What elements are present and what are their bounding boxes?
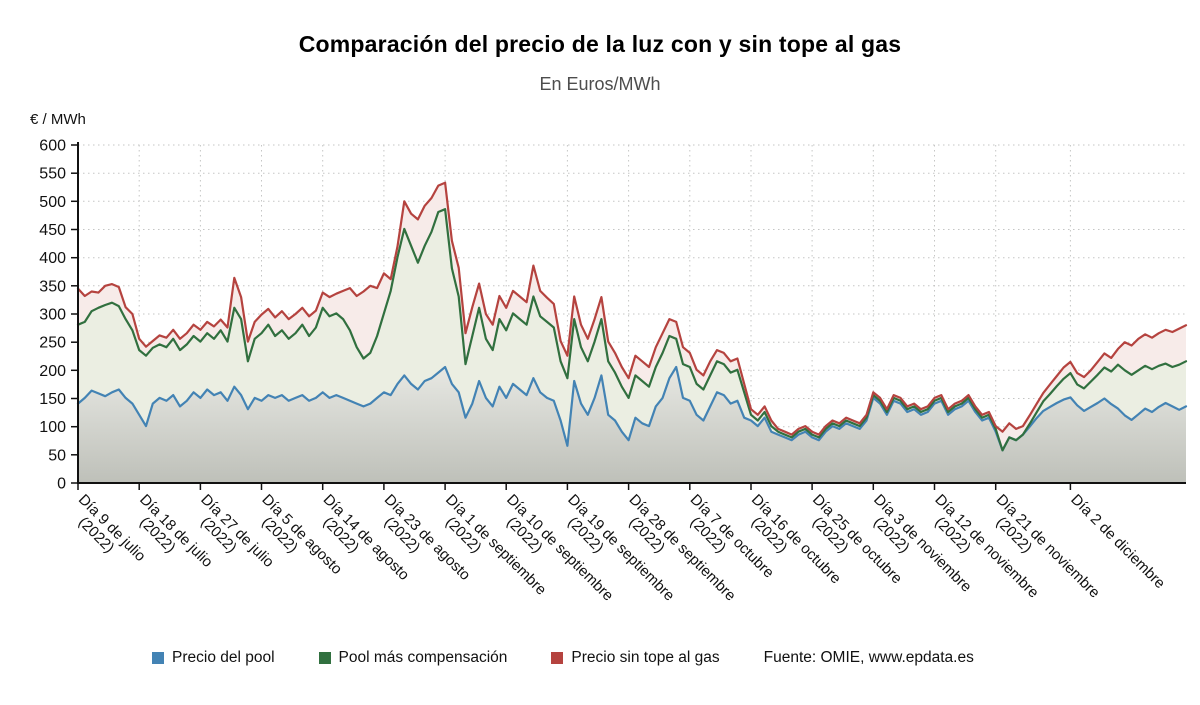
svg-text:50: 50	[48, 447, 66, 464]
svg-text:250: 250	[39, 335, 66, 352]
legend-item-pool-mas-compensacion[interactable]: Pool más compensación	[318, 649, 508, 667]
legend-label-pool-mas-compensacion: Pool más compensación	[338, 649, 508, 666]
svg-text:200: 200	[39, 363, 66, 380]
y-axis-title: € / MWh	[30, 111, 86, 128]
legend-swatch-red	[551, 652, 564, 664]
svg-text:300: 300	[39, 307, 66, 324]
legend-label-precio-del-pool: Precio del pool	[172, 649, 275, 666]
svg-text:600: 600	[39, 138, 66, 155]
source-text: Fuente: OMIE, www.epdata.es	[763, 649, 974, 666]
legend-swatch-green	[318, 652, 331, 664]
chart-subtitle: En Euros/MWh	[539, 74, 661, 94]
svg-text:Día 9 de julio(2022): Día 9 de julio(2022)	[64, 491, 149, 576]
svg-text:0: 0	[57, 476, 66, 493]
svg-text:350: 350	[39, 278, 66, 295]
legend-label-precio-sin-tope: Precio sin tope al gas	[571, 649, 720, 666]
legend: Precio del pool Pool más compensación Pr…	[152, 649, 974, 667]
legend-item-precio-del-pool[interactable]: Precio del pool	[152, 649, 275, 667]
svg-text:150: 150	[39, 391, 66, 408]
legend-item-precio-sin-tope[interactable]: Precio sin tope al gas	[551, 649, 720, 667]
svg-text:400: 400	[39, 250, 66, 267]
svg-text:450: 450	[39, 222, 66, 239]
svg-text:550: 550	[39, 166, 66, 183]
legend-swatch-blue	[152, 652, 164, 664]
chart-title: Comparación del precio de la luz con y s…	[298, 31, 902, 57]
svg-text:500: 500	[39, 194, 66, 211]
svg-text:100: 100	[39, 419, 66, 436]
